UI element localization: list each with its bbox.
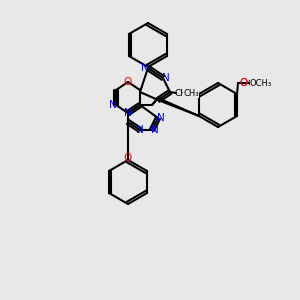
Text: CH₃: CH₃ — [175, 88, 191, 98]
Text: CH₃: CH₃ — [183, 88, 199, 98]
Text: N: N — [136, 125, 144, 135]
Text: N: N — [151, 125, 159, 135]
Text: OCH₃: OCH₃ — [250, 79, 272, 88]
Text: N: N — [141, 63, 149, 73]
Text: N: N — [162, 73, 170, 83]
Text: N: N — [124, 108, 132, 118]
Text: N: N — [109, 100, 117, 110]
Text: O: O — [124, 153, 132, 163]
Text: O: O — [124, 77, 132, 87]
Text: N: N — [157, 113, 165, 123]
Text: O: O — [239, 78, 247, 88]
Text: O: O — [239, 78, 247, 88]
Text: CH₃: CH₃ — [248, 79, 264, 88]
